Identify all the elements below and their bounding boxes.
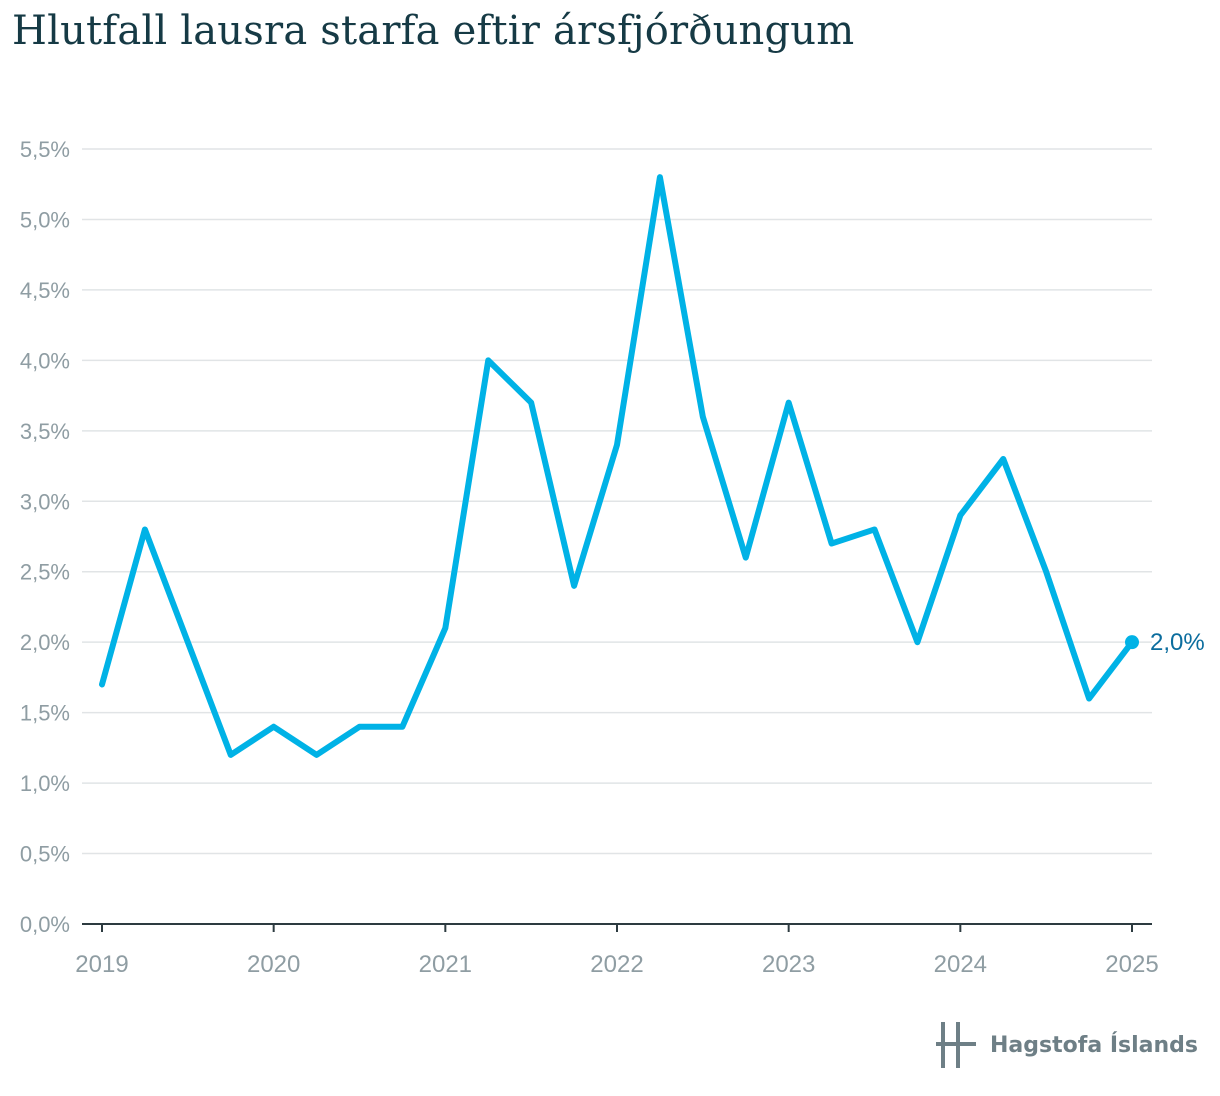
y-tick-label: 3,0% [20, 489, 70, 514]
last-value-label: 2,0% [1150, 629, 1205, 656]
logo-text: Hagstofa Íslands [990, 1032, 1198, 1058]
x-tick-label: 2024 [934, 951, 987, 978]
y-axis-ticks: 0,0% 0,5% 1,0% 1,5% 2,0% 2,5% 3,0% 3,5% 4,0% 4,5%… [20, 137, 70, 937]
y-tick-label: 2,0% [20, 630, 70, 655]
hagstofa-logo: Hagstofa Íslands [936, 1022, 1198, 1068]
y-tick-label: 0,0% [20, 912, 70, 937]
x-tick-label: 2022 [590, 951, 643, 978]
chart-title: Hlutfall lausra starfa eftir ársfjórðung… [12, 8, 855, 54]
series-layer: 2,0% [99, 174, 1205, 758]
gridlines [82, 148, 1152, 855]
x-tick-label: 2023 [762, 951, 815, 978]
y-tick-label: 2,5% [20, 560, 70, 585]
x-tick-label: 2019 [75, 951, 128, 978]
y-tick-label: 1,0% [20, 771, 70, 796]
x-tick-label: 2021 [419, 951, 472, 978]
y-tick-label: 0,5% [20, 842, 70, 867]
x-axis: 2019 2020 2021 2022 2023 2024 2025 [75, 923, 1159, 978]
y-tick-label: 5,5% [20, 137, 70, 162]
y-tick-label: 1,5% [20, 701, 70, 726]
y-tick-label: 5,0% [20, 207, 70, 232]
last-point-marker [1125, 635, 1139, 650]
x-tick-label: 2020 [247, 951, 300, 978]
y-tick-label: 4,5% [20, 278, 70, 303]
hagstofa-logo-icon [936, 1022, 977, 1068]
y-tick-label: 4,0% [20, 348, 70, 373]
series-line [99, 174, 1135, 758]
y-tick-label: 3,5% [20, 419, 70, 444]
x-tick-label: 2025 [1105, 951, 1158, 978]
